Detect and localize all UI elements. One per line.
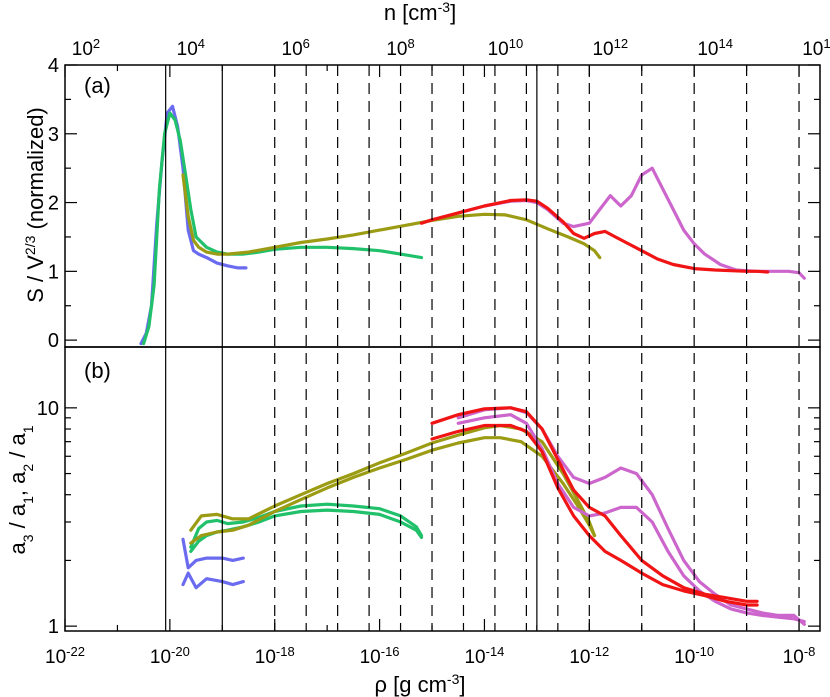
bottom-xtick-label: 10-8 (783, 644, 816, 669)
top-xtick-label: 102 (72, 36, 100, 61)
bottom-xtick-label: 10-22 (45, 644, 85, 669)
top-xtick-label: 108 (386, 36, 414, 61)
panel-b-series-9 (430, 423, 759, 607)
panel-b-series-1 (181, 571, 245, 590)
top-xtick-label: 1014 (697, 36, 733, 61)
panel-a-series-4 (419, 198, 770, 274)
panel-a-ytick-label: 1 (48, 261, 59, 283)
top-xtick-label: 1010 (488, 36, 524, 61)
top-xtick-label: 106 (282, 36, 310, 61)
top-xtick-label: 1012 (592, 36, 628, 61)
panel-b-series-8 (430, 406, 759, 603)
panel-b-ytick-label: 1 (48, 616, 59, 638)
panel-a-frame (64, 64, 821, 348)
panel-a-ylabel: S / V2/3 (normalized) (22, 107, 48, 303)
bottom-axis-title: ρ [g cm-3] (375, 671, 466, 697)
top-axis-title: n [cm-3] (384, 0, 456, 25)
top-xtick-label: 104 (177, 36, 205, 61)
panel-b-series-4 (189, 423, 597, 538)
panel-a-ytick-label: 3 (48, 124, 59, 146)
panel-a-ytick-label: 0 (48, 330, 59, 352)
panel-a-series-3 (456, 166, 806, 280)
bottom-xtick-label: 10-16 (360, 644, 400, 669)
panel-b-ylabel: a3 / a1, a2 / a1 (5, 425, 36, 554)
panel-b-series-5 (189, 436, 597, 545)
bottom-xtick-label: 10-10 (674, 644, 714, 669)
panel-a-ytick-label: 4 (48, 55, 59, 77)
top-xtick-label: 1016 (802, 36, 830, 61)
panel-a-ytick-label: 2 (48, 193, 59, 215)
bottom-xtick-label: 10-12 (569, 644, 609, 669)
bottom-xtick-label: 10-20 (150, 644, 190, 669)
panel-b-frame (64, 346, 821, 632)
panel-b-series-7 (456, 413, 806, 624)
panel-b-ytick-label: 10 (37, 398, 59, 420)
panel-b-series-0 (181, 537, 245, 570)
panel-a-label: (a) (84, 73, 111, 98)
axes: 10-22 10-20 10-18 10-16 10-14 10-12 10-10 10-8 1… (37, 36, 830, 669)
bottom-xtick-label: 10-18 (255, 644, 295, 669)
panel-a-series-1 (142, 111, 424, 346)
panel-b (181, 406, 806, 626)
panel-b-label: (b) (84, 358, 111, 383)
panel-a (139, 104, 806, 346)
panel-a-series-2 (181, 173, 602, 260)
bottom-xtick-label: 10-14 (464, 644, 504, 669)
